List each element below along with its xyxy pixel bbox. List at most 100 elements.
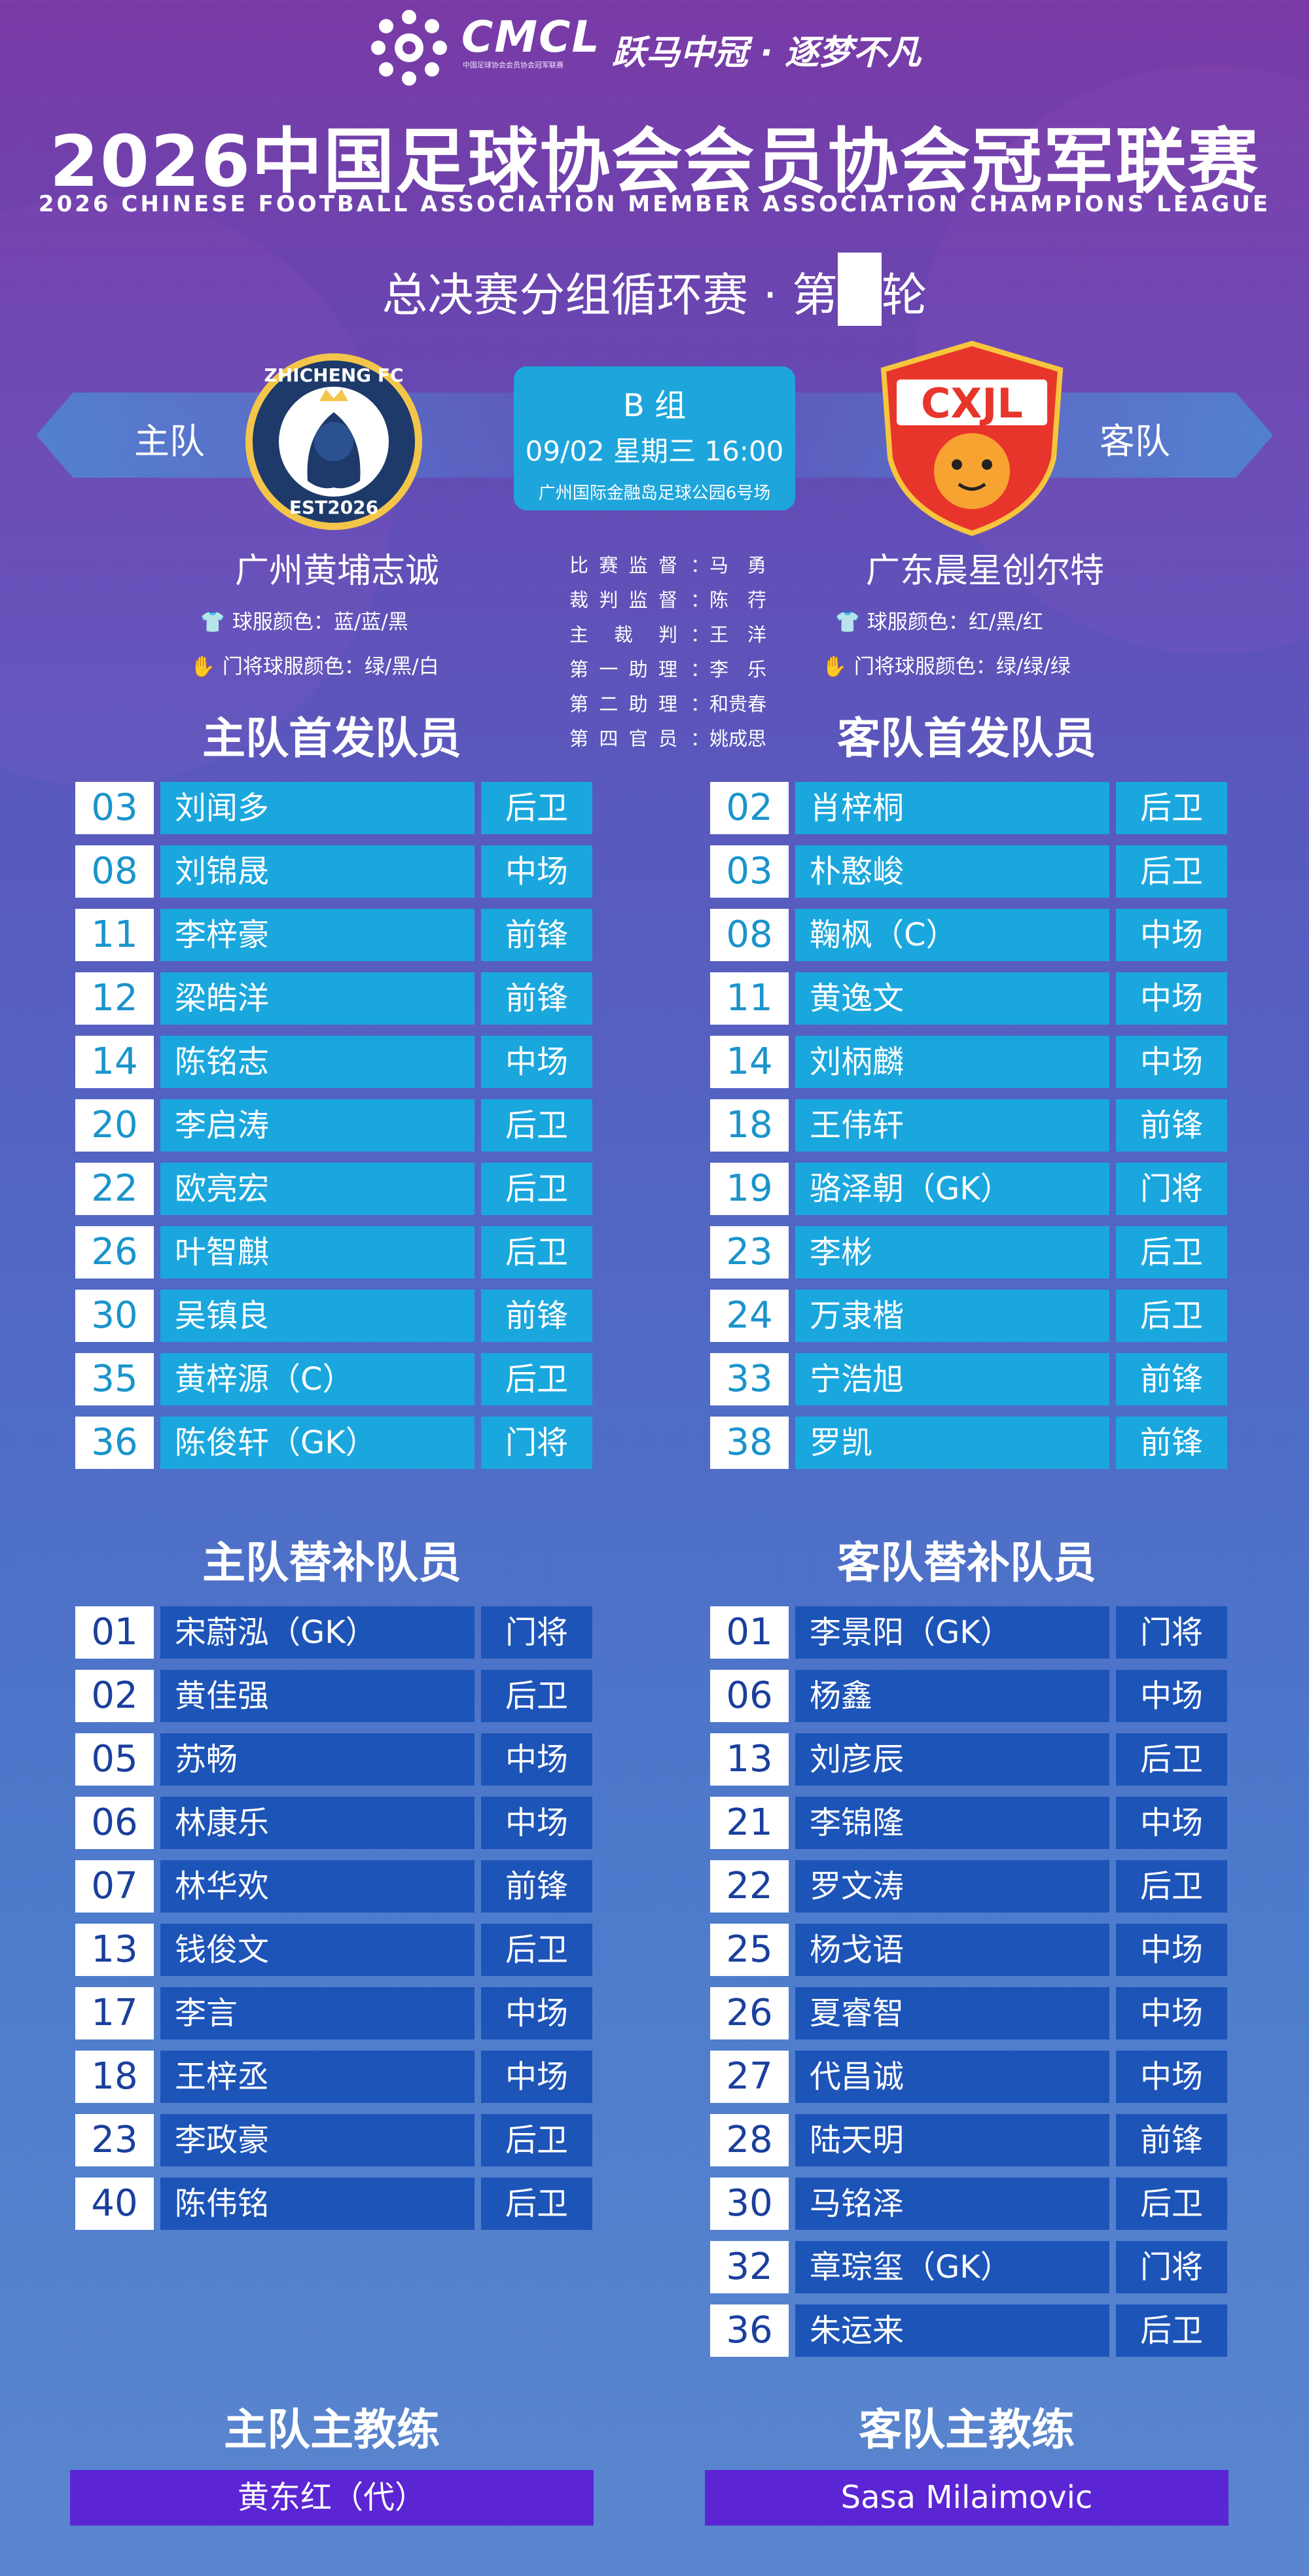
home-crest-bottom-text: EST2026 [289,497,378,518]
match-venue: 广州国际金融岛足球公园6号场 [538,484,771,503]
round-prefix: 总决赛分组循环赛 · 第 [382,268,838,322]
player-name: 鞠枫（C） [795,909,1109,961]
player-position: 前锋 [481,972,592,1025]
player-row: 36 朱运来 后卫 [710,2304,1234,2357]
player-row: 06 林康乐 中场 [75,1797,599,1849]
home-team-name: 广州黄埔志诚 [234,552,439,591]
player-position: 中场 [481,845,592,898]
home-subs-list: 01 宋蔚泓（GK） 门将 02 黄佳强 后卫 05 苏畅 中场 06 林康乐 中场 07 林华欢 前锋 13… [75,1606,599,2241]
player-row: 13 刘彦辰 后卫 [710,1733,1234,1786]
player-number: 13 [710,1733,789,1786]
player-name: 王梓丞 [160,2051,475,2103]
player-position: 后卫 [481,1353,592,1405]
player-number: 19 [710,1163,789,1215]
player-name: 吴镇良 [160,1290,475,1342]
away-team-name: 广东晨星创尔特 [865,552,1104,591]
player-number: 22 [710,1860,789,1913]
player-number: 33 [710,1353,789,1405]
player-position: 中场 [1116,1670,1227,1722]
player-row: 14 陈铭志 中场 [75,1036,599,1088]
away-subs-title: 客队替补队员 [837,1538,1096,1588]
player-row: 36 陈俊轩（GK） 门将 [75,1417,599,1469]
player-name: 刘彦辰 [795,1733,1109,1786]
player-position: 后卫 [1116,1860,1227,1913]
official-name: 和贵春 [709,693,767,715]
player-position: 前锋 [481,909,592,961]
player-position: 门将 [1116,1163,1227,1215]
player-row: 11 黄逸文 中场 [710,972,1234,1025]
player-position: 中场 [1116,1036,1227,1088]
player-row: 33 宁浩旭 前锋 [710,1353,1234,1405]
player-row: 20 李启涛 后卫 [75,1099,599,1152]
player-name: 欧亮宏 [160,1163,475,1215]
player-position: 前锋 [1116,1353,1227,1405]
player-name: 李言 [160,1987,475,2039]
player-row: 26 叶智麒 后卫 [75,1226,599,1279]
player-position: 后卫 [481,2114,592,2166]
player-number: 14 [710,1036,789,1088]
official-row: 比赛监督：马 勇 [569,548,772,583]
official-row: 第二助理：和贵春 [569,687,772,722]
player-row: 40 陈伟铭 后卫 [75,2178,599,2230]
player-row: 02 黄佳强 后卫 [75,1670,599,1722]
player-row: 03 朴憨峻 后卫 [710,845,1234,898]
player-number: 28 [710,2114,789,2166]
player-number: 36 [710,2304,789,2357]
player-number: 30 [710,2178,789,2230]
player-name: 朱运来 [795,2304,1109,2357]
player-name: 梁皓洋 [160,972,475,1025]
player-name: 李启涛 [160,1099,475,1152]
player-position: 中场 [481,1987,592,2039]
official-row: 裁判监督：陈 荇 [569,583,772,618]
shirt-icon: 👕 [200,610,226,634]
official-name: 陈 荇 [709,589,767,611]
player-number: 32 [710,2241,789,2293]
player-name: 刘柄麟 [795,1036,1109,1088]
home-gk-kit-colors: ✋ 门将球服颜色：绿/黑/白 [190,650,439,679]
round-number: 2 [837,253,882,326]
player-position: 中场 [1116,1924,1227,1976]
player-position: 后卫 [481,1226,592,1279]
official-row: 第四官员：姚成思 [569,722,772,756]
player-position: 中场 [1116,1987,1227,2039]
player-position: 前锋 [1116,1099,1227,1152]
player-name: 王伟轩 [795,1099,1109,1152]
away-gk-kit-colors: ✋ 门将球服颜色：绿/绿/绿 [821,650,1071,679]
player-row: 23 李政豪 后卫 [75,2114,599,2166]
player-name: 李锦隆 [795,1797,1109,1849]
player-row: 38 罗凯 前锋 [710,1417,1234,1469]
player-name: 杨戈语 [795,1924,1109,1976]
player-name: 罗文涛 [795,1860,1109,1913]
player-row: 23 李彬 后卫 [710,1226,1234,1279]
player-number: 05 [75,1733,154,1786]
player-row: 14 刘柄麟 中场 [710,1036,1234,1088]
official-role: 第一助理 [569,658,677,680]
home-coach-title: 主队主教练 [224,2405,440,2455]
player-number: 40 [75,2178,154,2230]
official-role: 第四官员 [569,728,677,750]
player-row: 28 陆天明 前锋 [710,2114,1234,2166]
official-row: 主裁判：王 洋 [569,618,772,652]
player-name: 钱俊文 [160,1924,475,1976]
player-row: 21 李锦隆 中场 [710,1797,1234,1849]
player-position: 门将 [1116,1606,1227,1659]
player-number: 23 [75,2114,154,2166]
away-subs-list: 01 李景阳（GK） 门将 06 杨鑫 中场 13 刘彦辰 后卫 21 李锦隆 中场 22 罗文涛 后卫 25… [710,1606,1234,2368]
glove-icon: ✋ [821,655,848,679]
player-position: 后卫 [481,1670,592,1722]
player-number: 26 [710,1987,789,2039]
player-position: 中场 [481,1036,592,1088]
player-row: 03 刘闻多 后卫 [75,782,599,834]
player-position: 中场 [1116,909,1227,961]
player-number: 06 [710,1670,789,1722]
player-position: 中场 [1116,972,1227,1025]
player-number: 18 [75,2051,154,2103]
player-number: 02 [75,1670,154,1722]
player-row: 22 罗文涛 后卫 [710,1860,1234,1913]
player-row: 07 林华欢 前锋 [75,1860,599,1913]
player-position: 中场 [481,2051,592,2103]
official-role: 第二助理 [569,693,677,715]
player-position: 门将 [1116,2241,1227,2293]
page-subtitle-en: 2026 CHINESE FOOTBALL ASSOCIATION MEMBER… [38,191,1271,217]
player-number: 11 [75,909,154,961]
